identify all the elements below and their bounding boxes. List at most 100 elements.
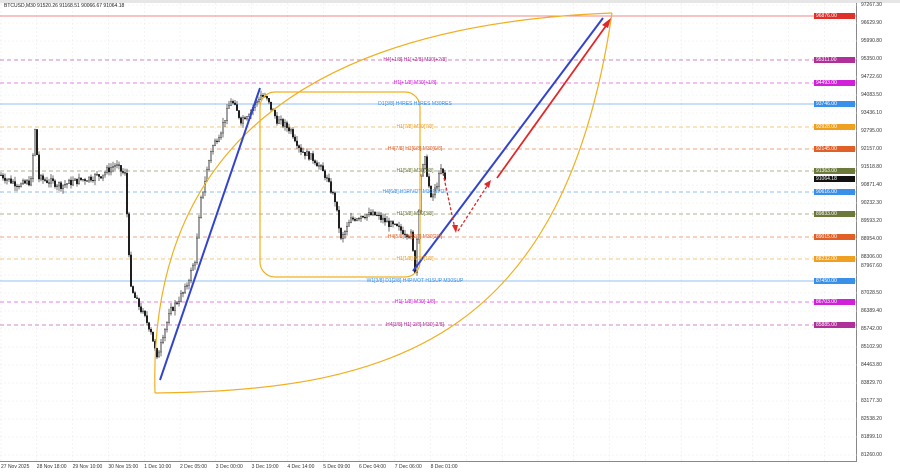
candle xyxy=(310,153,312,160)
candle xyxy=(402,230,404,235)
candle xyxy=(14,181,16,187)
price-tick-label: 94083.50 xyxy=(861,91,882,98)
candle xyxy=(200,196,202,218)
candle xyxy=(228,105,230,109)
candle xyxy=(278,119,280,124)
candle xyxy=(40,175,42,180)
level-label: H1[1/8] M30[1/8] xyxy=(396,256,434,262)
candle xyxy=(410,231,412,237)
candle xyxy=(112,166,114,168)
candle xyxy=(4,177,6,181)
candle xyxy=(48,182,50,184)
candle xyxy=(52,178,54,182)
candle xyxy=(108,167,110,173)
candle xyxy=(308,151,310,160)
candle xyxy=(12,181,14,184)
candle xyxy=(438,173,440,187)
candle xyxy=(54,180,56,187)
price-tick-label: 83829.70 xyxy=(861,379,882,386)
candle xyxy=(110,167,112,173)
candle xyxy=(72,180,74,186)
candle xyxy=(212,145,214,152)
level-label: H4[5/8] H1[2/8] M30[2/8] xyxy=(387,233,443,240)
price-tick-label: 97267.30 xyxy=(861,2,882,8)
candle xyxy=(362,215,364,218)
candle xyxy=(258,99,260,102)
time-tick-label: 5 Dec 09:00 xyxy=(323,464,351,470)
candle xyxy=(330,181,332,193)
arrow-head-icon xyxy=(602,18,611,28)
price-axis[interactable]: 97267.30 96629.90 95990.80 95350.00 94722.60… xyxy=(857,2,900,462)
pullback-dashed-arrow xyxy=(442,172,456,230)
level-label: H1[3/8] M30[3/8] xyxy=(396,210,434,217)
candle xyxy=(132,286,134,293)
time-tick-label: 3 Dec 19:00 xyxy=(251,464,279,470)
candle xyxy=(146,315,148,323)
candle xyxy=(372,211,374,216)
candle xyxy=(24,180,26,184)
candle xyxy=(0,174,2,176)
candle xyxy=(424,156,426,166)
candle xyxy=(366,214,368,219)
candle xyxy=(218,137,220,142)
candle xyxy=(256,101,258,103)
candle xyxy=(166,322,168,330)
candle xyxy=(96,174,98,176)
candle xyxy=(440,168,442,174)
time-tick-label: 1 Dec 10:00 xyxy=(144,464,172,470)
candle xyxy=(326,177,328,179)
level-label: H4[6/8] H1PIVOT M30PIVOT xyxy=(382,188,448,195)
candle xyxy=(364,217,366,219)
candle xyxy=(98,174,100,177)
candle xyxy=(422,164,424,177)
candle xyxy=(186,284,188,287)
candle xyxy=(242,117,244,124)
candle xyxy=(290,129,292,132)
candle xyxy=(152,331,154,342)
candle xyxy=(314,160,316,164)
candle xyxy=(64,184,66,186)
candle xyxy=(204,181,206,193)
candle xyxy=(74,178,76,181)
time-tick-label: 2 Dec 05:00 xyxy=(180,464,207,470)
level-price-tag: 96876.00 xyxy=(814,13,855,19)
time-axis[interactable]: 27 Nov 2025 28 Nov 18:00 29 Nov 10:00 30 No… xyxy=(0,462,857,474)
candle xyxy=(188,280,190,286)
price-chart[interactable]: H4[+1/8] H1[+2/8] M30[+2/8] H1[+1/8] M30[… xyxy=(0,3,857,462)
candle xyxy=(66,183,68,185)
time-tick-label: 8 Dec 01:00 xyxy=(430,464,458,470)
candle xyxy=(268,98,270,103)
candle xyxy=(382,217,384,220)
candle xyxy=(170,307,172,314)
candle xyxy=(328,177,330,182)
candle xyxy=(28,180,30,186)
candle xyxy=(342,234,344,239)
candle xyxy=(334,192,336,203)
candle xyxy=(356,218,358,221)
candle xyxy=(36,129,38,156)
candle xyxy=(284,122,286,127)
candle xyxy=(26,180,28,184)
level-label: H1[+1/8] M30[+1/8] xyxy=(393,79,437,86)
candle xyxy=(16,185,18,187)
level-price-tag: 93746.00 xyxy=(814,100,855,107)
candle xyxy=(338,209,340,229)
chart-title: BTCUSD,M30 91520.26 91168.51 90066.67 91… xyxy=(4,3,125,9)
arrow-head-icon xyxy=(452,225,458,233)
candle xyxy=(196,237,198,263)
candle xyxy=(324,170,326,178)
candle xyxy=(320,165,322,167)
candle xyxy=(346,226,348,232)
candle xyxy=(380,215,382,220)
candle xyxy=(226,108,228,121)
envelope-lower-curve xyxy=(154,12,613,394)
candle xyxy=(406,234,408,237)
candle xyxy=(164,329,166,338)
candle xyxy=(368,212,370,216)
candle xyxy=(134,292,136,298)
time-tick-label: 27 Nov 2025 xyxy=(1,464,30,470)
candle xyxy=(44,179,46,181)
candle xyxy=(172,307,174,311)
candle xyxy=(216,140,218,142)
candle xyxy=(222,122,224,134)
